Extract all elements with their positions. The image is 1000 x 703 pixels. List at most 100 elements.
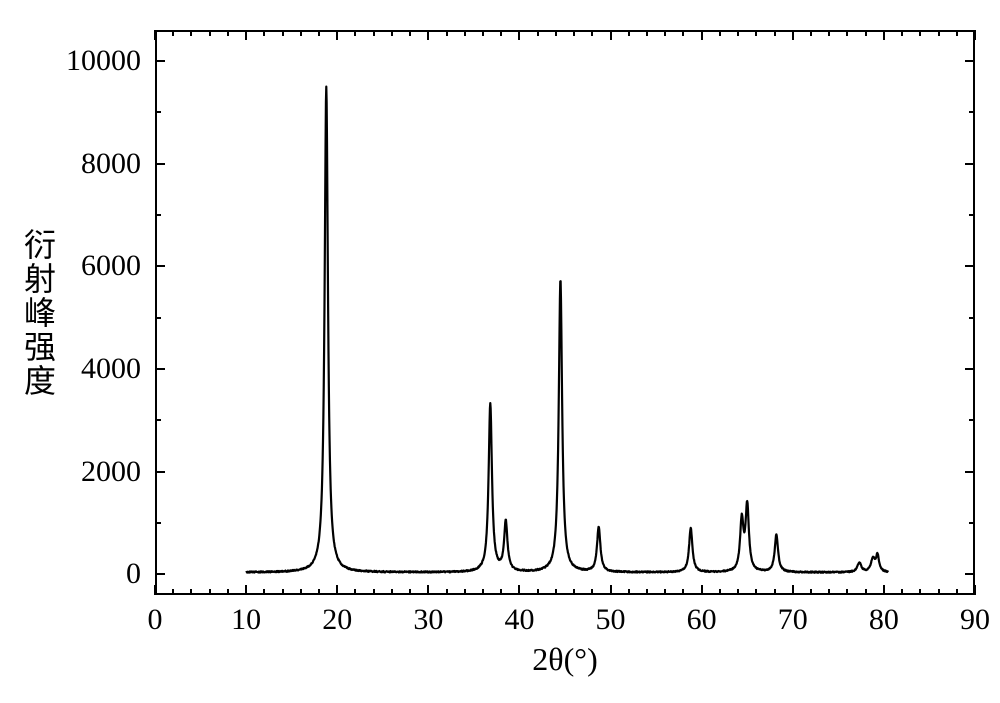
x-tick-top — [664, 30, 666, 36]
x-tick-top — [190, 30, 192, 36]
x-tick — [938, 589, 940, 595]
x-tick — [300, 589, 302, 595]
x-tick — [865, 589, 867, 595]
x-tick-label: 40 — [504, 603, 534, 637]
x-tick — [354, 589, 356, 595]
x-tick-top — [446, 30, 448, 36]
x-tick — [209, 589, 211, 595]
y-tick-right — [965, 265, 975, 267]
axis-bottom — [155, 593, 975, 595]
x-tick-top — [518, 30, 520, 40]
x-tick — [573, 589, 575, 595]
x-tick-top — [263, 30, 265, 36]
x-tick-top — [591, 30, 593, 36]
x-tick-top — [172, 30, 174, 36]
y-tick-right — [969, 522, 975, 524]
x-tick — [901, 589, 903, 595]
y-tick-right — [969, 419, 975, 421]
x-tick-top — [373, 30, 375, 36]
x-tick — [464, 589, 466, 595]
x-tick-top — [865, 30, 867, 36]
x-tick — [154, 585, 156, 595]
y-tick — [155, 419, 161, 421]
x-tick-top — [336, 30, 338, 40]
x-tick-top — [573, 30, 575, 36]
y-tick-label: 4000 — [0, 352, 141, 386]
x-axis-label: 2θ(°) — [532, 641, 597, 678]
x-tick-top — [974, 30, 976, 40]
x-tick-top — [537, 30, 539, 36]
x-tick — [883, 585, 885, 595]
x-tick-top — [883, 30, 885, 40]
y-tick-right — [965, 471, 975, 473]
x-tick-top — [354, 30, 356, 36]
x-tick-top — [701, 30, 703, 40]
xrd-trace — [246, 87, 888, 573]
x-tick — [792, 585, 794, 595]
x-tick-label: 10 — [231, 603, 261, 637]
x-tick-top — [846, 30, 848, 36]
y-tick — [155, 573, 165, 575]
x-tick-top — [682, 30, 684, 36]
x-tick-label: 20 — [322, 603, 352, 637]
x-tick — [719, 589, 721, 595]
x-tick-top — [719, 30, 721, 36]
x-tick-top — [810, 30, 812, 36]
axis-left — [155, 30, 157, 595]
x-tick — [610, 585, 612, 595]
x-tick — [336, 585, 338, 595]
y-tick-label: 8000 — [0, 147, 141, 181]
x-tick-top — [901, 30, 903, 36]
y-tick — [155, 471, 165, 473]
y-tick — [155, 522, 161, 524]
x-tick — [318, 589, 320, 595]
x-tick-top — [318, 30, 320, 36]
x-tick-top — [282, 30, 284, 36]
x-tick-top — [209, 30, 211, 36]
x-tick-top — [737, 30, 739, 36]
x-tick — [555, 589, 557, 595]
x-tick — [190, 589, 192, 595]
x-tick-label: 30 — [413, 603, 443, 637]
x-tick — [755, 589, 757, 595]
x-tick-label: 0 — [148, 603, 163, 637]
x-tick — [828, 589, 830, 595]
x-tick-top — [300, 30, 302, 36]
y-tick-right — [965, 573, 975, 575]
xrd-data-layer — [0, 0, 1000, 703]
y-tick — [155, 111, 161, 113]
x-tick — [591, 589, 593, 595]
x-tick-top — [227, 30, 229, 36]
y-tick — [155, 163, 165, 165]
x-tick — [701, 585, 703, 595]
x-tick-top — [154, 30, 156, 40]
x-tick — [373, 589, 375, 595]
x-tick — [446, 589, 448, 595]
xrd-figure: 2θ(°) 衍射峰强度 0102030405060708090020004000… — [0, 0, 1000, 703]
x-tick-top — [500, 30, 502, 36]
x-tick-top — [427, 30, 429, 40]
y-tick — [155, 60, 165, 62]
x-tick — [245, 585, 247, 595]
x-tick-label: 70 — [778, 603, 808, 637]
x-tick-top — [792, 30, 794, 40]
x-tick — [682, 589, 684, 595]
y-tick — [155, 317, 161, 319]
y-tick-label: 0 — [0, 557, 141, 591]
x-tick-top — [938, 30, 940, 36]
y-tick-right — [965, 60, 975, 62]
y-tick — [155, 214, 161, 216]
x-tick-top — [555, 30, 557, 36]
y-tick — [155, 265, 165, 267]
x-tick-top — [828, 30, 830, 36]
y-tick-right — [969, 214, 975, 216]
x-tick — [391, 589, 393, 595]
y-tick-right — [969, 111, 975, 113]
x-tick — [227, 589, 229, 595]
y-tick-label: 10000 — [0, 44, 141, 78]
x-tick-top — [919, 30, 921, 36]
x-tick — [974, 585, 976, 595]
x-tick — [664, 589, 666, 595]
axis-right — [973, 30, 975, 595]
x-tick — [409, 589, 411, 595]
